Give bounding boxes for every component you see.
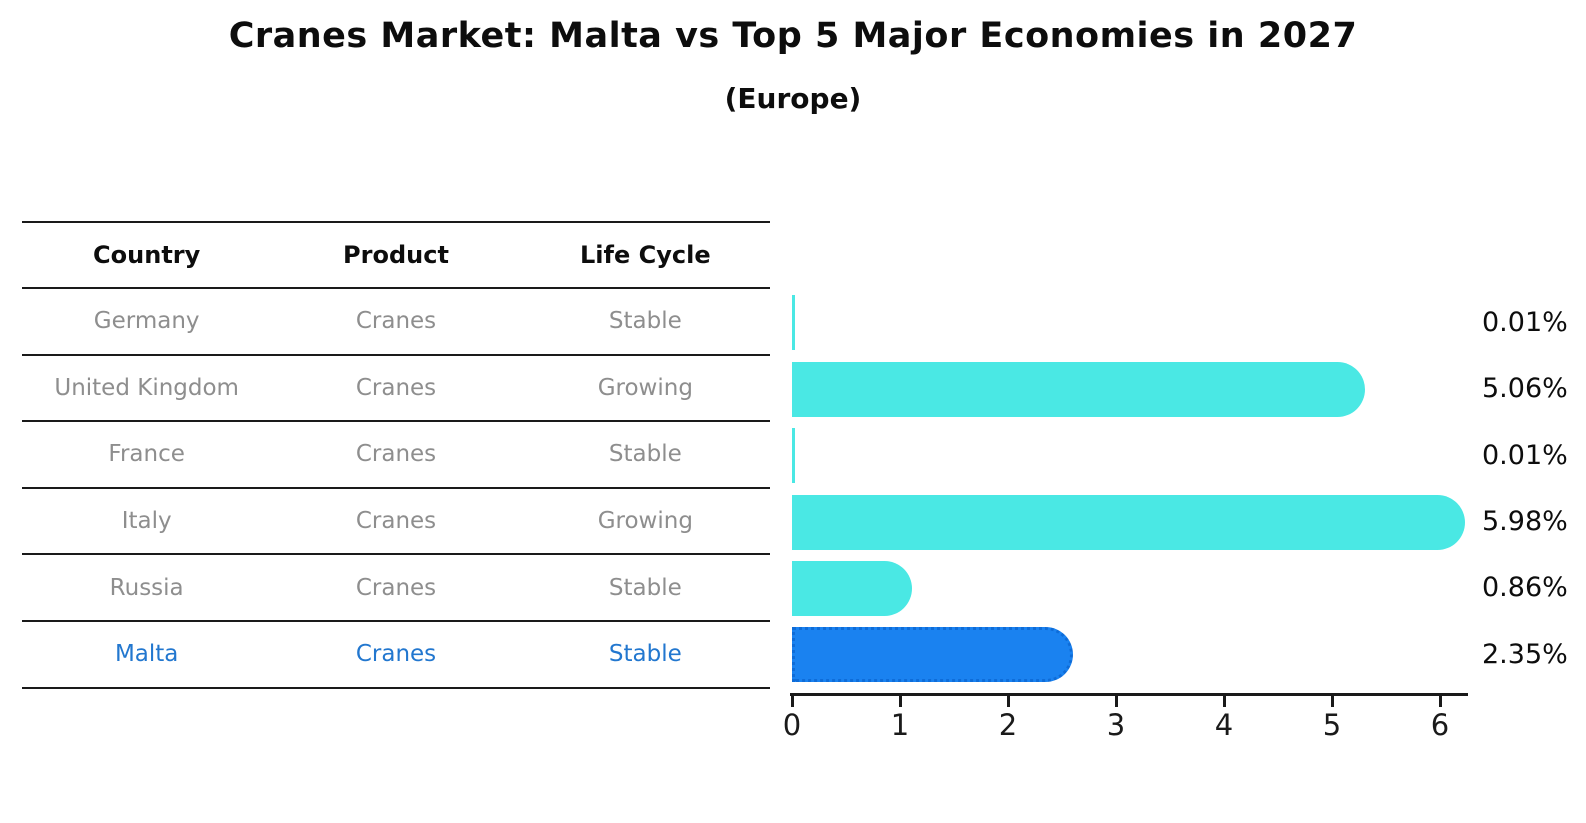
cell-life-cycle: Stable (608, 308, 682, 335)
table-body: Germany Cranes Stable United Kingdom Cranes G… (22, 289, 770, 689)
bar-germany (792, 295, 795, 351)
cell-country: Italy (121, 508, 172, 535)
bar-malta (792, 627, 1073, 683)
cell-product: Cranes (355, 374, 437, 401)
x-axis-tick-label-4: 4 (1214, 708, 1234, 742)
cell-country: France (108, 441, 185, 468)
column-header-life-cycle: Life Cycle (580, 241, 711, 269)
cell-life-cycle: Stable (608, 641, 682, 668)
cell-country: Malta (114, 641, 179, 668)
x-axis-tick-label-5: 5 (1322, 708, 1342, 742)
chart-title: Cranes Market: Malta vs Top 5 Major Econ… (228, 16, 1358, 56)
cell-life-cycle: Stable (608, 441, 682, 468)
column-header-product: Product (343, 241, 449, 269)
x-axis-tick-1 (898, 693, 902, 707)
table-header-row: Country Product Life Cycle (22, 223, 770, 289)
cell-country: Russia (109, 574, 184, 601)
cell-product: Cranes (355, 308, 437, 335)
x-axis-tick-4 (1222, 693, 1226, 707)
x-axis-tick-label-3: 3 (1106, 708, 1126, 742)
bar-united-kingdom (792, 361, 1366, 417)
cell-product: Cranes (355, 441, 437, 468)
bar-value-label-germany: 0.01% (1482, 306, 1568, 338)
bar-italy (792, 494, 1465, 550)
cell-country: Germany (93, 308, 200, 335)
cell-life-cycle: Growing (597, 374, 693, 401)
x-axis-tick-0 (790, 693, 794, 707)
x-axis-tick-label-6: 6 (1430, 708, 1450, 742)
x-axis-tick-label-0: 0 (782, 708, 802, 742)
country-table: Country Product Life Cycle Germany Cranes… (22, 221, 770, 689)
x-axis-tick-2 (1006, 693, 1010, 707)
table-row-germany: Germany Cranes Stable (22, 289, 770, 356)
table-row-russia: Russia Cranes Stable (22, 555, 770, 622)
cell-product: Cranes (355, 574, 437, 601)
bar-france (792, 428, 795, 484)
table-row-malta: Malta Cranes Stable (22, 622, 770, 689)
bar-value-label-malta: 2.35% (1482, 638, 1568, 670)
bar-value-label-united-kingdom: 5.06% (1482, 373, 1568, 405)
table-row-france: France Cranes Stable (22, 422, 770, 489)
cell-life-cycle: Stable (608, 574, 682, 601)
table-row-italy: Italy Cranes Growing (22, 489, 770, 556)
bar-value-label-italy: 5.98% (1482, 506, 1568, 537)
bar-value-label-russia: 0.86% (1482, 572, 1568, 604)
cell-life-cycle: Growing (597, 508, 693, 535)
x-axis-line (790, 693, 1468, 696)
table-row-united-kingdom: United Kingdom Cranes Growing (22, 356, 770, 423)
column-header-country: Country (93, 241, 201, 269)
x-axis-tick-label-1: 1 (890, 708, 910, 742)
bar-russia (792, 560, 912, 616)
bar-value-label-france: 0.01% (1482, 439, 1568, 471)
chart-subtitle: (Europe) (724, 82, 862, 115)
cell-product: Cranes (355, 508, 437, 535)
cell-country: United Kingdom (54, 374, 239, 401)
x-axis-tick-5 (1330, 693, 1334, 707)
page-header: Cranes Market: Malta vs Top 5 Major Econ… (0, 0, 1586, 115)
x-axis-tick-6 (1438, 693, 1442, 707)
x-axis-tick-3 (1114, 693, 1118, 707)
cell-product: Cranes (355, 641, 437, 668)
x-axis-tick-label-2: 2 (998, 708, 1018, 742)
